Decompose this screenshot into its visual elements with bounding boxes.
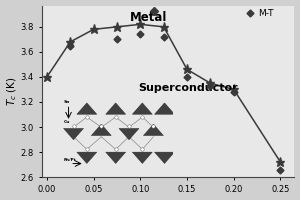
Text: Metal: Metal — [130, 11, 167, 24]
Text: M-T: M-T — [258, 9, 273, 18]
Y-axis label: $T_c$ (K): $T_c$ (K) — [6, 76, 19, 106]
Text: Superconductor: Superconductor — [139, 83, 238, 93]
